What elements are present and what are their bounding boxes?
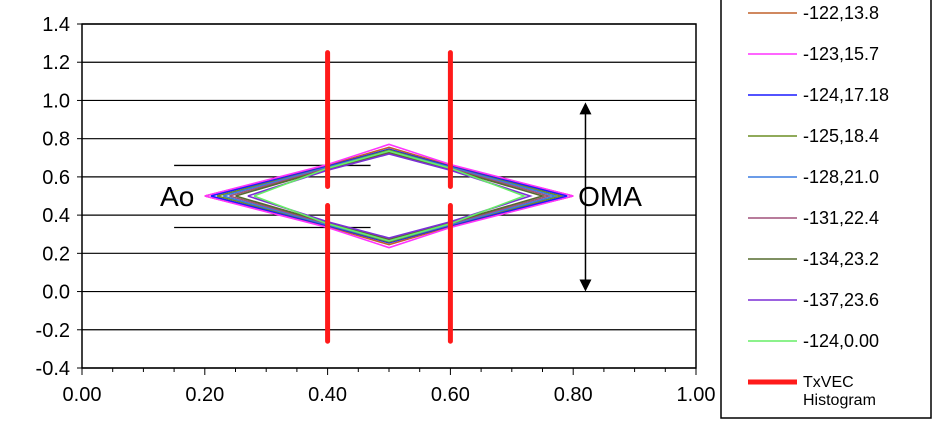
oma-arrow-head-down	[579, 279, 592, 292]
y-tick-label: 0.6	[42, 167, 70, 189]
y-tick-label: 1.2	[42, 52, 70, 74]
legend-box	[720, 0, 932, 419]
reference-lines	[174, 164, 371, 229]
y-tick-label: 1.0	[42, 90, 70, 112]
series-line	[204, 143, 574, 249]
series-lines	[204, 143, 574, 249]
axis-ticks: -0.4 -0.2 0.0 0.2 0.4 0.6 0.8 1.0 1.2 1.4 0.00 0.20…	[36, 14, 716, 406]
legend: -122,13.8 -123,15.7 -124,17.18 -125,18.4 -12…	[720, 0, 932, 419]
x-tick-label: 0.40	[308, 384, 347, 406]
x-tick-label: 0.20	[185, 384, 224, 406]
y-tick-label: 1.4	[42, 14, 70, 36]
legend-label: -134,23.2	[803, 249, 879, 269]
series-line	[247, 153, 533, 239]
x-tick-label: 1.00	[677, 384, 716, 406]
legend-label: -137,23.6	[803, 290, 879, 310]
legend-label: -131,22.4	[803, 208, 879, 228]
series-line	[210, 148, 568, 244]
legend-label: TxVEC Histogram	[803, 374, 876, 409]
legend-label: -128,21.0	[803, 167, 879, 187]
legend-label: -124,17.18	[803, 85, 889, 105]
x-tick-label: 0.80	[554, 384, 593, 406]
annotations: Ao OMA	[160, 181, 642, 212]
x-tick-label: 0.00	[63, 384, 102, 406]
y-tick-label: 0.0	[42, 282, 70, 304]
y-tick-label: 0.2	[42, 243, 70, 265]
legend-label: -124,0.00	[803, 331, 879, 351]
series-line	[204, 146, 574, 246]
legend-label: -123,15.7	[803, 44, 879, 64]
annotation-label: OMA	[578, 181, 642, 212]
y-tick-label: -0.2	[36, 320, 70, 342]
y-tick-label: 0.8	[42, 129, 70, 151]
series-line	[253, 150, 527, 242]
histogram-bars	[325, 50, 453, 344]
legend-label: -125,18.4	[803, 126, 879, 146]
series-line	[235, 152, 546, 240]
y-tick-label: 0.4	[42, 205, 70, 227]
y-tick-label: -0.4	[36, 358, 70, 380]
oma-arrow	[579, 102, 592, 292]
oma-arrow-head-up	[579, 102, 592, 115]
x-tick-label: 0.60	[431, 384, 470, 406]
legend-label: -122,13.8	[803, 3, 879, 23]
annotation-label: Ao	[160, 181, 194, 212]
